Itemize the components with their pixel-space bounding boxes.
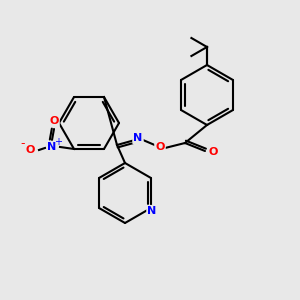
Text: +: + [54, 137, 62, 147]
Text: N: N [134, 133, 142, 143]
Text: O: O [49, 116, 59, 126]
Text: O: O [155, 142, 165, 152]
Text: O: O [208, 147, 218, 157]
Text: N: N [47, 142, 57, 152]
Text: O: O [25, 145, 35, 155]
Text: N: N [147, 206, 157, 216]
Text: -: - [21, 137, 25, 151]
